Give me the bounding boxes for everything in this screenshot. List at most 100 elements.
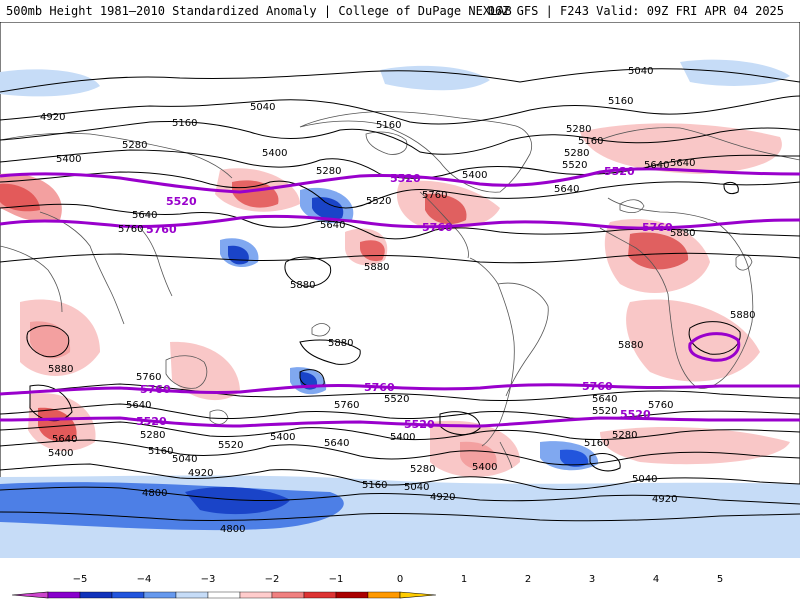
contour-label: 4920 — [188, 468, 213, 479]
colorbar-tick: 2 — [525, 574, 531, 585]
contour-label: 5760 — [136, 372, 161, 383]
colorbar-tick: −3 — [201, 574, 216, 585]
model-valid-time: 06Z GFS | F243 Valid: 09Z FRI APR 04 202… — [487, 4, 784, 18]
anomaly-map: 4920 5040 5040 5160 5160 5160 5280 5280 … — [0, 22, 800, 558]
contour-label: 5160 — [148, 446, 173, 457]
colorbar-swatch — [367, 591, 401, 599]
contour-label: 5400 — [48, 448, 73, 459]
contour-label: 5760 — [648, 400, 673, 411]
highlight-label: 5520 — [166, 195, 197, 208]
contour-label: 5520 — [592, 406, 617, 417]
highlight-label: 5520 — [390, 172, 421, 185]
highlight-labels: 5520 5760 5520 5760 5520 5760 5760 5760 … — [136, 165, 673, 431]
contour-label: 5640 — [320, 220, 345, 231]
contour-label: 5040 — [632, 474, 657, 485]
colorbar-swatch — [303, 591, 337, 599]
contour-label: 5160 — [376, 120, 401, 131]
colorbar-swatch — [143, 591, 177, 599]
colorbar: −5 −4 −3 −2 −1 0 1 2 3 4 5 — [11, 574, 724, 599]
contour-label: 5640 — [554, 184, 579, 195]
contour-label: 5160 — [608, 96, 633, 107]
colorbar-swatch — [239, 591, 273, 599]
contour-label: 4920 — [40, 112, 65, 123]
contour-label: 5880 — [364, 262, 389, 273]
contour-label: 5280 — [564, 148, 589, 159]
contour-label: 5040 — [404, 482, 429, 493]
highlight-label: 5760 — [140, 383, 171, 396]
contour-label: 5160 — [172, 118, 197, 129]
colorbar-tick: 5 — [717, 574, 723, 585]
contour-label: 5760 — [118, 224, 143, 235]
highlight-label: 5760 — [364, 381, 395, 394]
map-title: 500mb Height 1981–2010 Standardized Anom… — [6, 4, 512, 18]
colorbar-tick: 0 — [397, 574, 403, 585]
contour-label: 5040 — [250, 102, 275, 113]
contour-label: 5400 — [472, 462, 497, 473]
height-contours — [0, 68, 800, 522]
contour-label: 4920 — [430, 492, 455, 503]
colorbar-tick: 4 — [653, 574, 659, 585]
highlight-label: 5520 — [620, 408, 651, 421]
contour-label: 5640 — [592, 394, 617, 405]
contour-label: 5760 — [334, 400, 359, 411]
contour-labels: 4920 5040 5040 5160 5160 5160 5280 5280 … — [40, 66, 755, 535]
highlight-label: 5760 — [422, 221, 453, 234]
colorbar-max-arrow — [399, 591, 437, 599]
contour-label: 5880 — [328, 338, 353, 349]
colorbar-tick: −5 — [73, 574, 88, 585]
contour-label: 5640 — [52, 434, 77, 445]
colorbar-tick: 3 — [589, 574, 595, 585]
contour-label: 5400 — [262, 148, 287, 159]
contour-label: 5640 — [644, 160, 669, 171]
colorbar-swatch — [111, 591, 145, 599]
contour-label: 5880 — [618, 340, 643, 351]
contour-label: 5400 — [56, 154, 81, 165]
contour-label: 5400 — [390, 432, 415, 443]
highlight-label: 5760 — [582, 380, 613, 393]
colorbar-swatch — [79, 591, 113, 599]
coastlines — [0, 111, 800, 469]
contour-label: 5160 — [362, 480, 387, 491]
contour-label: 5520 — [562, 160, 587, 171]
colorbar-swatch — [271, 591, 305, 599]
colorbar-min-arrow — [11, 591, 49, 599]
contour-label: 4800 — [220, 524, 245, 535]
contour-label: 5280 — [410, 464, 435, 475]
contour-label: 5880 — [290, 280, 315, 291]
colorbar-swatch — [207, 591, 241, 599]
contour-label: 5640 — [670, 158, 695, 169]
colorbar-tick: −1 — [329, 574, 344, 585]
contour-label: 5880 — [670, 228, 695, 239]
contour-label: 5160 — [584, 438, 609, 449]
contour-label: 5280 — [140, 430, 165, 441]
colorbar-tick: 1 — [461, 574, 467, 585]
highlight-label: 5520 — [404, 418, 435, 431]
highlight-contours — [0, 167, 800, 428]
contour-label: 5520 — [366, 196, 391, 207]
contour-label: 4800 — [142, 488, 167, 499]
contour-label: 5640 — [132, 210, 157, 221]
contour-label: 4920 — [652, 494, 677, 505]
contour-label: 5040 — [172, 454, 197, 465]
contour-label: 5640 — [324, 438, 349, 449]
contour-label: 5880 — [48, 364, 73, 375]
contour-label: 5160 — [578, 136, 603, 147]
contour-label: 5880 — [730, 310, 755, 321]
colorbar-swatches — [11, 591, 437, 599]
colorbar-ticks: −5 −4 −3 −2 −1 0 1 2 3 4 5 — [73, 574, 724, 585]
colorbar-tick: −4 — [137, 574, 152, 585]
contour-label: 5280 — [122, 140, 147, 151]
contour-label: 5280 — [566, 124, 591, 135]
contour-label: 5400 — [462, 170, 487, 181]
contour-label: 5280 — [612, 430, 637, 441]
highlight-label: 5520 — [136, 415, 167, 428]
contour-label: 5520 — [384, 394, 409, 405]
highlight-label: 5760 — [642, 221, 673, 234]
highlight-label: 5520 — [604, 165, 635, 178]
colorbar-swatch — [47, 591, 81, 599]
contour-label: 5280 — [316, 166, 341, 177]
colorbar-swatch — [175, 591, 209, 599]
contour-label: 5040 — [628, 66, 653, 77]
colorbar-tick: −2 — [265, 574, 280, 585]
highlight-label: 5760 — [146, 223, 177, 236]
